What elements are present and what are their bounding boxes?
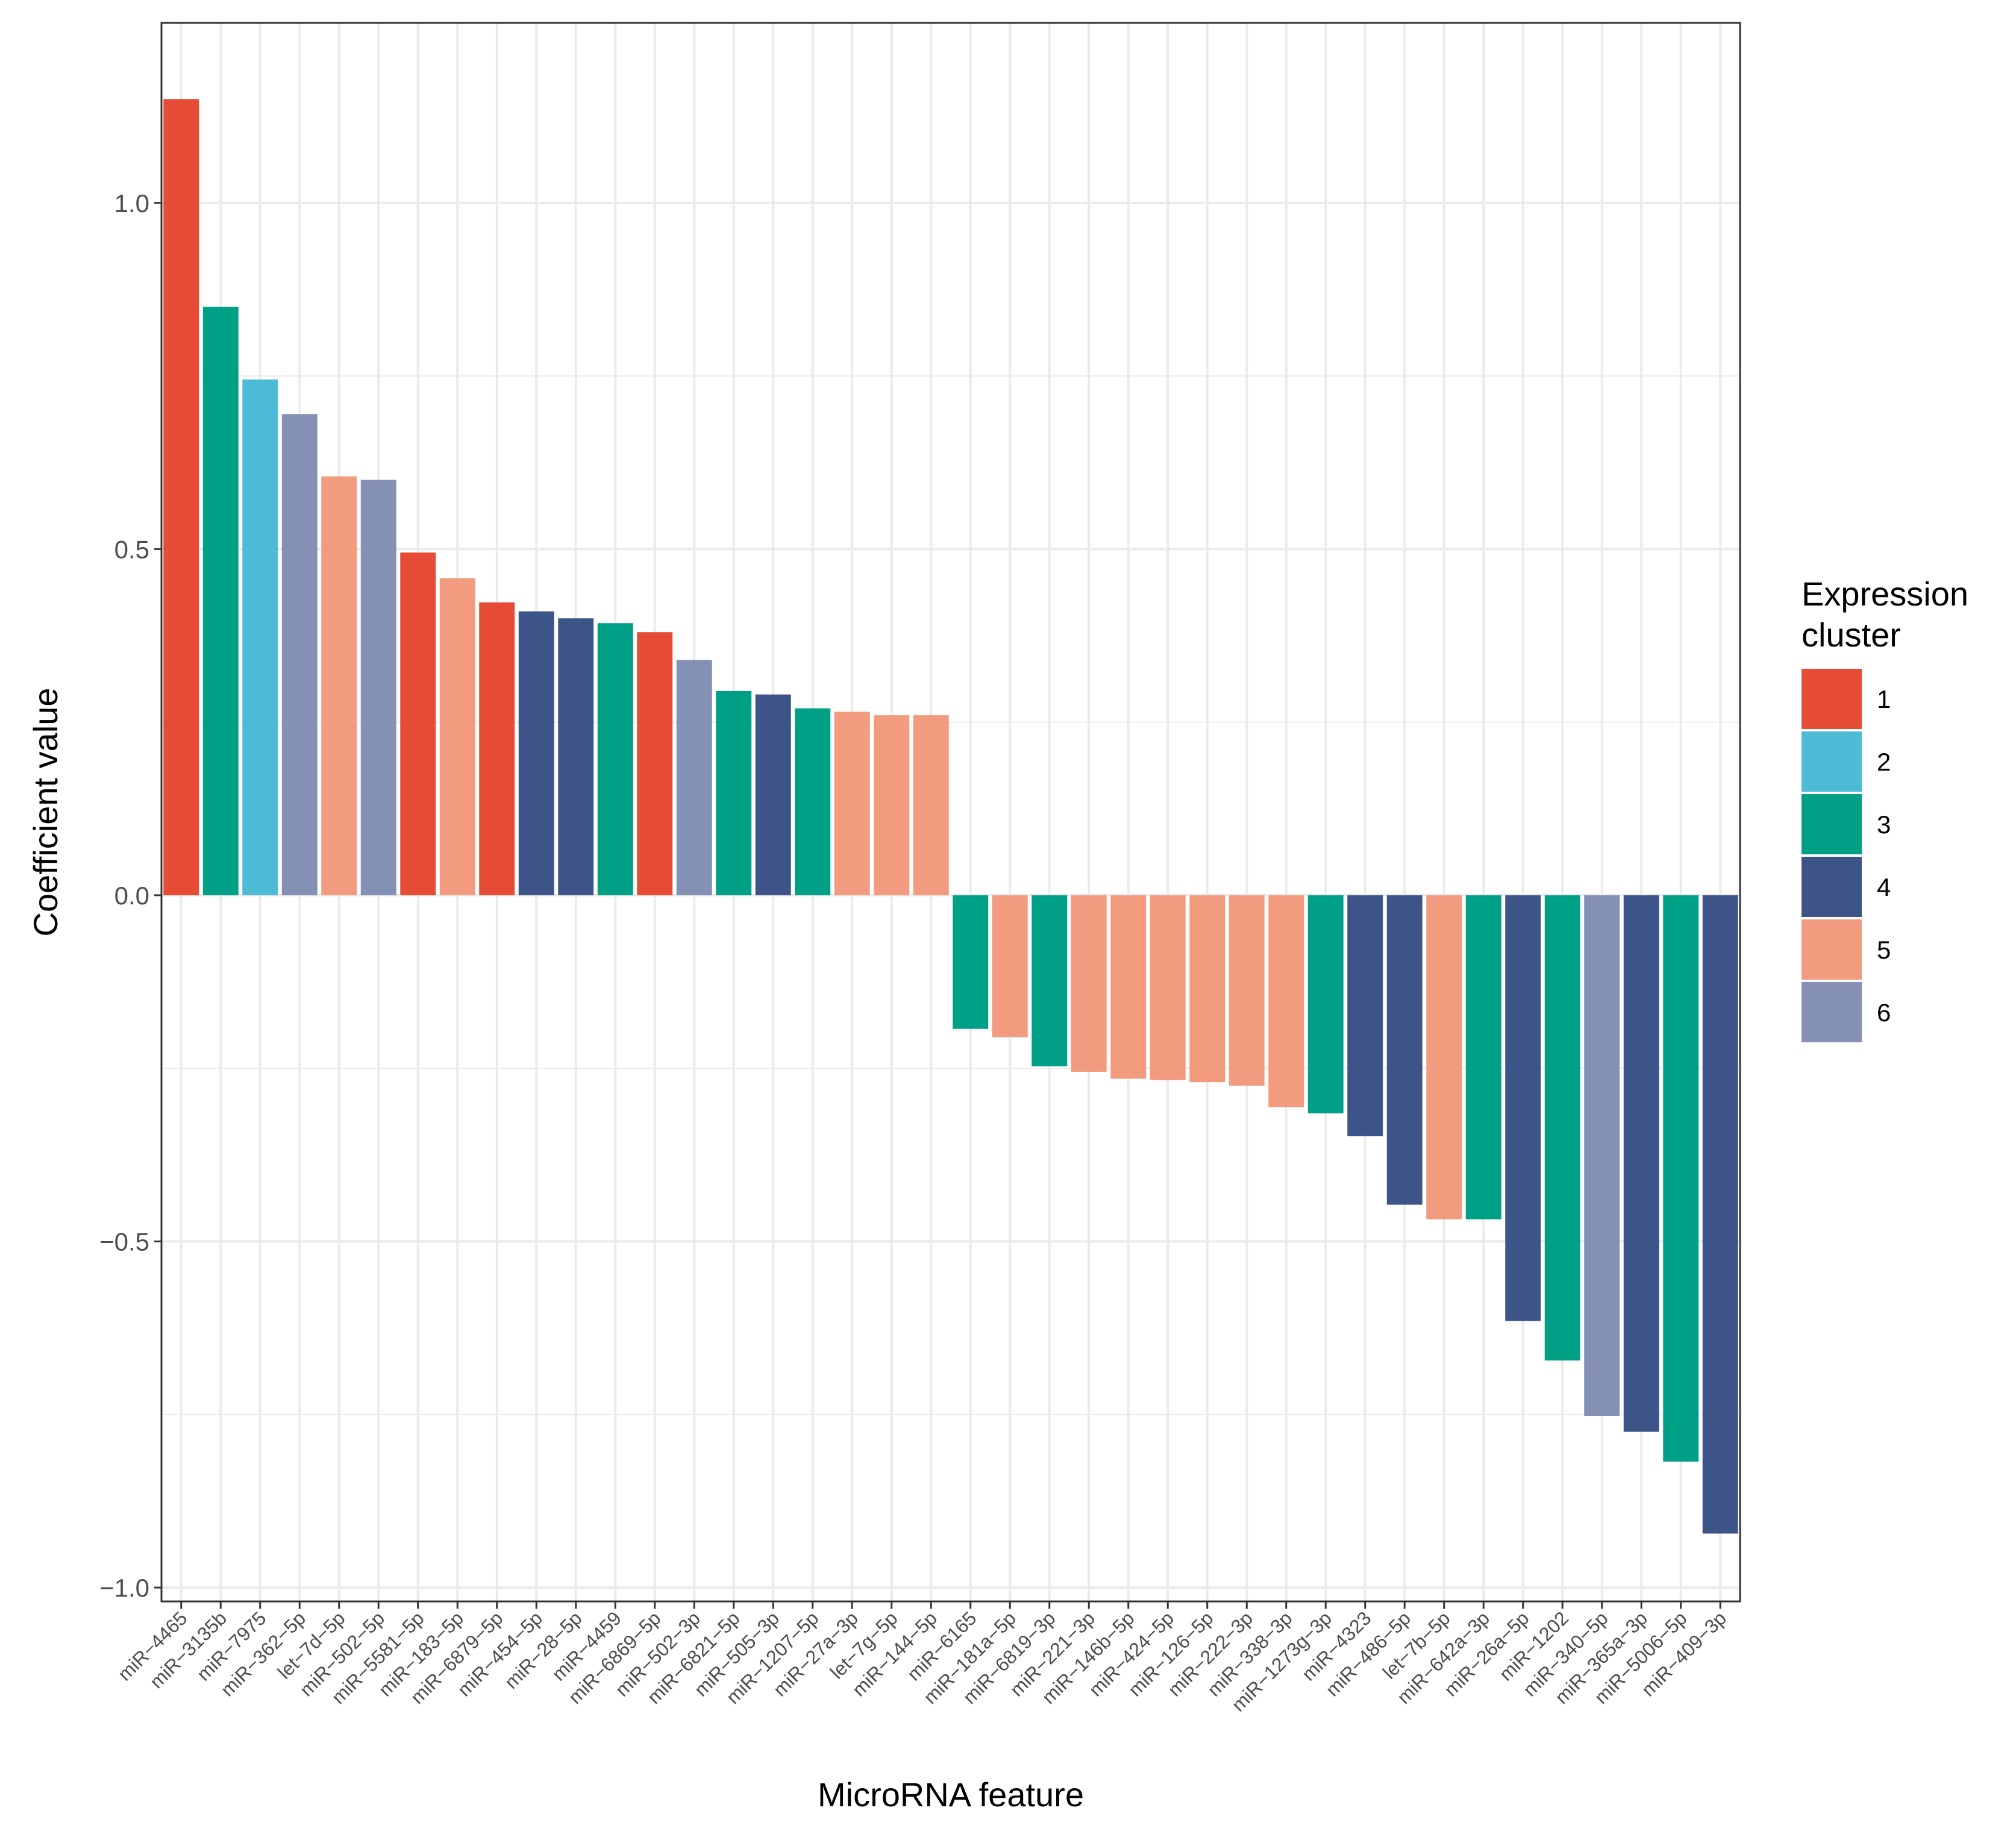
legend-title: cluster [1802,616,1901,654]
bar [1465,895,1501,1219]
legend-swatch [1802,982,1862,1042]
bar [953,895,989,1029]
x-axis-title: MicroRNA feature [818,1776,1084,1814]
bar [360,480,396,895]
legend-swatch [1802,731,1862,792]
legend-label: 4 [1877,873,1891,901]
legend-label: 2 [1877,748,1891,776]
legend-label: 6 [1877,998,1891,1027]
bar [1623,895,1659,1432]
y-tick-label: 0.5 [114,535,149,563]
bar [479,602,515,895]
legend-swatch [1802,794,1862,854]
x-axis: miR−4465miR−3135bmiR−7975miR−362−5plet−7… [113,1601,1730,1716]
bar [1386,895,1423,1205]
legend-swatch [1802,919,1862,980]
y-tick-label: −1.0 [99,1574,149,1602]
bar [1229,895,1265,1086]
bar [1584,895,1620,1416]
plot-panel-background [161,23,1740,1601]
y-tick-label: 1.0 [114,189,149,218]
bar [1663,895,1699,1462]
bar [1031,895,1068,1066]
bar [637,632,673,895]
bar [1702,895,1738,1534]
legend-swatch [1802,857,1862,917]
bar [834,712,870,895]
bar [676,660,712,895]
bar [439,578,475,895]
y-tick-label: 0.0 [114,881,149,910]
bar [1544,895,1580,1361]
y-axis: −1.0 −0.5 0.0 0.5 1.0 [99,189,161,1602]
bar [281,414,318,895]
bar [1426,895,1462,1219]
bar [202,307,239,895]
bar [558,618,594,895]
bar [518,611,554,895]
bar [755,694,791,895]
bar [1110,895,1147,1079]
bar [1505,895,1541,1321]
y-tick-label: −0.5 [99,1227,149,1256]
legend-label: 5 [1877,936,1891,964]
bars [163,99,1738,1534]
bar [1150,895,1186,1080]
legend-title: Expression [1802,575,1968,613]
legend-label: 3 [1877,810,1891,839]
bar [1189,895,1226,1083]
bar [874,715,910,895]
bar [321,476,357,895]
bar [1268,895,1304,1107]
legend-swatch [1802,669,1862,729]
bar [795,708,831,895]
bar [992,895,1028,1037]
bar [242,379,278,895]
bar [913,715,949,895]
bar [597,623,633,895]
y-axis-title: Coefficient value [27,688,64,937]
bar [400,552,436,895]
bar [1071,895,1107,1072]
legend-label: 1 [1877,685,1891,713]
bar [716,690,752,895]
bar [163,99,199,895]
bar [1347,895,1383,1136]
bar [1307,895,1344,1113]
plot-panel-border [160,22,1741,1603]
